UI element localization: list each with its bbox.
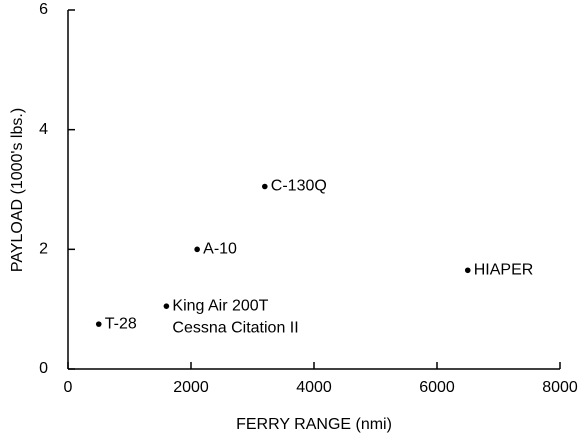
x-tick-label: 6000 — [419, 379, 455, 396]
point — [95, 321, 102, 327]
point — [163, 303, 170, 309]
x-tick-label: 8000 — [542, 379, 578, 396]
point-label: HIAPER — [474, 261, 534, 278]
point-label: A-10 — [203, 241, 237, 258]
y-tick-label: 0 — [39, 360, 48, 377]
point — [262, 183, 268, 190]
x-tick-label: 4000 — [296, 379, 332, 396]
y-tick-label: 2 — [39, 241, 48, 258]
x-tick-label: 2000 — [173, 379, 209, 396]
point-label: T-28 — [105, 315, 137, 332]
y-tick-label: 4 — [39, 121, 48, 138]
x-axis-label: FERRY RANGE (nmi) — [236, 416, 392, 433]
y-axis-label: PAYLOAD (1000's lbs.) — [9, 108, 26, 272]
point — [464, 267, 471, 274]
point — [194, 246, 200, 253]
point-label: C-130Q — [271, 178, 327, 195]
x-tick-label: 0 — [64, 379, 73, 396]
point-label: King Air 200T — [172, 297, 268, 314]
point-label: Cessna Citation II — [172, 319, 298, 336]
y-tick-label: 6 — [39, 1, 48, 18]
